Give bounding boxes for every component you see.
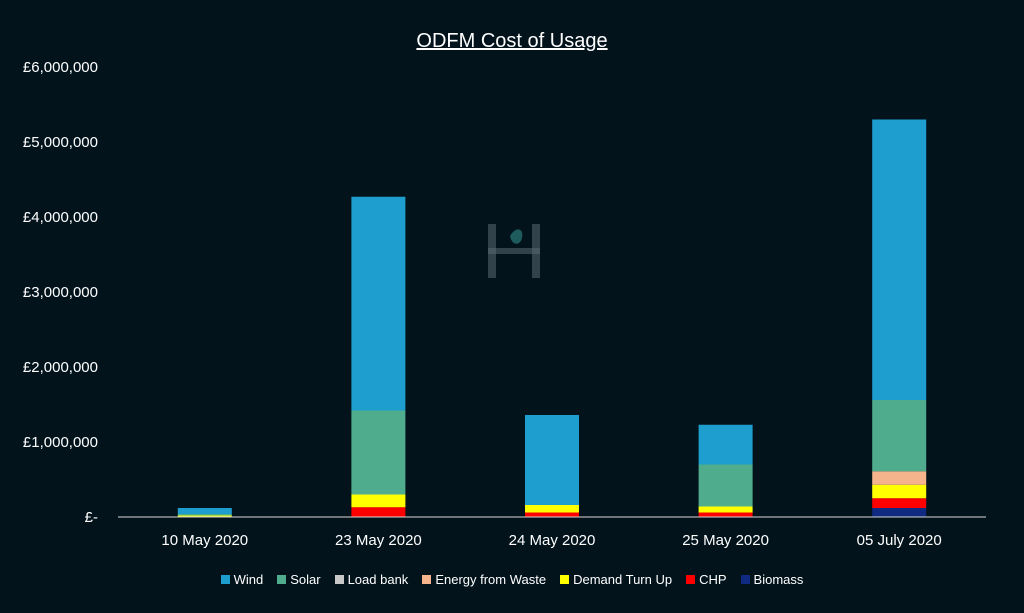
bar-segment-wind [872, 119, 927, 400]
bar-segment-demand-turn-up [351, 494, 406, 508]
legend-label: Biomass [753, 572, 804, 587]
legend-item: Biomass [740, 572, 804, 587]
legend-item: Solar [277, 572, 321, 587]
bar-segment-demand-turn-up [177, 515, 232, 517]
y-tick-label: £6,000,000 [23, 59, 98, 76]
x-tick-label: 23 May 2020 [335, 532, 422, 549]
legend-swatch [686, 575, 696, 584]
y-tick-label: £1,000,000 [23, 434, 98, 451]
legend-item: Load bank [334, 572, 409, 587]
legend-swatch [422, 575, 432, 584]
x-tick-label: 05 July 2020 [857, 532, 942, 549]
bar-segment-biomass [872, 508, 927, 517]
bar-segment-solar [872, 400, 927, 472]
bar-segment-chp [351, 507, 406, 517]
legend-label: CHP [699, 572, 727, 587]
bar-segment-chp [698, 512, 753, 517]
chart-title: ODFM Cost of Usage [416, 30, 608, 52]
bar-segment-chp [872, 498, 927, 508]
y-tick-label: £3,000,000 [23, 284, 98, 301]
legend-swatch [220, 575, 230, 584]
bar-segment-chp [525, 512, 579, 517]
chart-legend: Wind Solar Load bank Energy from Waste Deman… [0, 572, 1024, 587]
legend-swatch [560, 575, 570, 584]
x-tick-label: 24 May 2020 [509, 532, 596, 549]
legend-swatch [334, 575, 344, 584]
bar-segment-solar [698, 464, 753, 507]
bar-segment-demand-turn-up [872, 484, 927, 499]
bar-segment-solar [177, 514, 232, 516]
bar-segment-energy-from-waste [872, 471, 927, 485]
legend-label: Load bank [347, 572, 409, 587]
x-tick-label: 10 May 2020 [161, 532, 248, 549]
legend-item: Wind [220, 572, 264, 587]
y-tick-label: £4,000,000 [23, 209, 98, 226]
y-tick-label: £2,000,000 [23, 359, 98, 376]
legend-label: Wind [233, 572, 264, 587]
bar-segment-wind [698, 424, 753, 465]
legend-item: Demand Turn Up [560, 572, 672, 587]
bar-segment-solar [351, 410, 406, 495]
legend-swatch [740, 575, 750, 584]
y-tick-label: £5,000,000 [23, 134, 98, 151]
legend-item: CHP [686, 572, 727, 587]
bar-segment-wind [525, 415, 579, 505]
legend-item: Energy from Waste [422, 572, 546, 587]
legend-label: Solar [290, 572, 321, 587]
bar-segment-demand-turn-up [698, 506, 753, 513]
y-tick-label: £- [85, 509, 98, 526]
bar-segment-wind [177, 508, 232, 514]
bar-segment-demand-turn-up [525, 505, 579, 513]
legend-swatch [277, 575, 287, 584]
bar-segment-wind [351, 196, 406, 411]
watermark-logo [488, 224, 540, 278]
legend-label: Energy from Waste [435, 572, 547, 587]
x-tick-label: 25 May 2020 [682, 532, 769, 549]
legend-label: Demand Turn Up [573, 572, 673, 587]
